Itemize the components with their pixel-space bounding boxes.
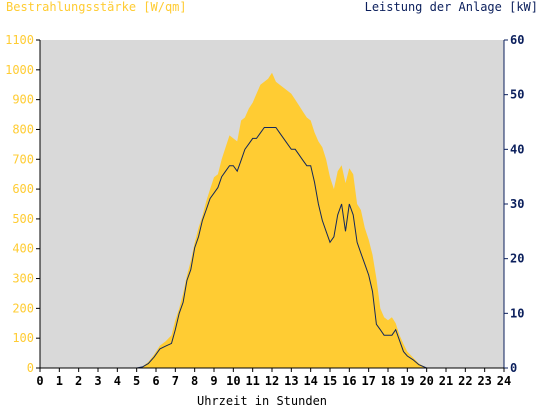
x-tick-label: 0 — [36, 374, 43, 388]
left-tick-label: 400 — [12, 242, 34, 256]
x-tick-label: 10 — [226, 374, 240, 388]
x-tick-label: 2 — [75, 374, 82, 388]
left-tick-label: 900 — [12, 93, 34, 107]
left-tick-label: 100 — [12, 331, 34, 345]
x-tick-label: 16 — [342, 374, 356, 388]
x-tick-label: 8 — [191, 374, 198, 388]
x-tick-label: 12 — [265, 374, 279, 388]
left-tick-label: 1100 — [5, 33, 34, 47]
left-tick-label: 0 — [27, 361, 34, 375]
x-tick-label: 1 — [56, 374, 63, 388]
x-tick-label: 20 — [419, 374, 433, 388]
x-tick-label: 5 — [133, 374, 140, 388]
right-tick-label: 0 — [510, 361, 517, 375]
x-tick-label: 14 — [303, 374, 317, 388]
x-tick-label: 19 — [400, 374, 414, 388]
right-tick-label: 50 — [510, 88, 524, 102]
x-tick-label: 7 — [172, 374, 179, 388]
x-tick-label: 21 — [439, 374, 453, 388]
left-tick-label: 1000 — [5, 63, 34, 77]
left-tick-label: 600 — [12, 182, 34, 196]
x-tick-label: 15 — [323, 374, 337, 388]
right-tick-label: 10 — [510, 306, 524, 320]
x-tick-label: 4 — [114, 374, 121, 388]
left-tick-label: 800 — [12, 122, 34, 136]
left-tick-label: 500 — [12, 212, 34, 226]
x-tick-label: 22 — [458, 374, 472, 388]
power-line — [40, 127, 504, 369]
x-tick-label: 18 — [381, 374, 395, 388]
right-axis-title: Leistung der Anlage [kW] — [365, 0, 538, 14]
left-tick-label: 700 — [12, 152, 34, 166]
x-tick-label: 6 — [152, 374, 159, 388]
x-tick-label: 3 — [94, 374, 101, 388]
x-tick-label: 23 — [477, 374, 491, 388]
right-tick-label: 20 — [510, 252, 524, 266]
left-tick-label: 200 — [12, 301, 34, 315]
x-tick-label: 24 — [497, 374, 511, 388]
x-tick-label: 11 — [245, 374, 259, 388]
right-tick-label: 60 — [510, 33, 524, 47]
x-tick-label: 13 — [284, 374, 298, 388]
right-tick-label: 40 — [510, 142, 524, 156]
x-tick-label: 17 — [361, 374, 375, 388]
left-axis-title: Bestrahlungsstärke [W/qm] — [6, 0, 187, 14]
x-axis-title: Uhrzeit in Stunden — [197, 394, 327, 408]
axes: 0100200300400500600700800900100011000102… — [5, 33, 524, 388]
right-tick-label: 30 — [510, 197, 524, 211]
irradiance-area — [40, 72, 504, 369]
left-tick-label: 300 — [12, 272, 34, 286]
x-tick-label: 9 — [210, 374, 217, 388]
